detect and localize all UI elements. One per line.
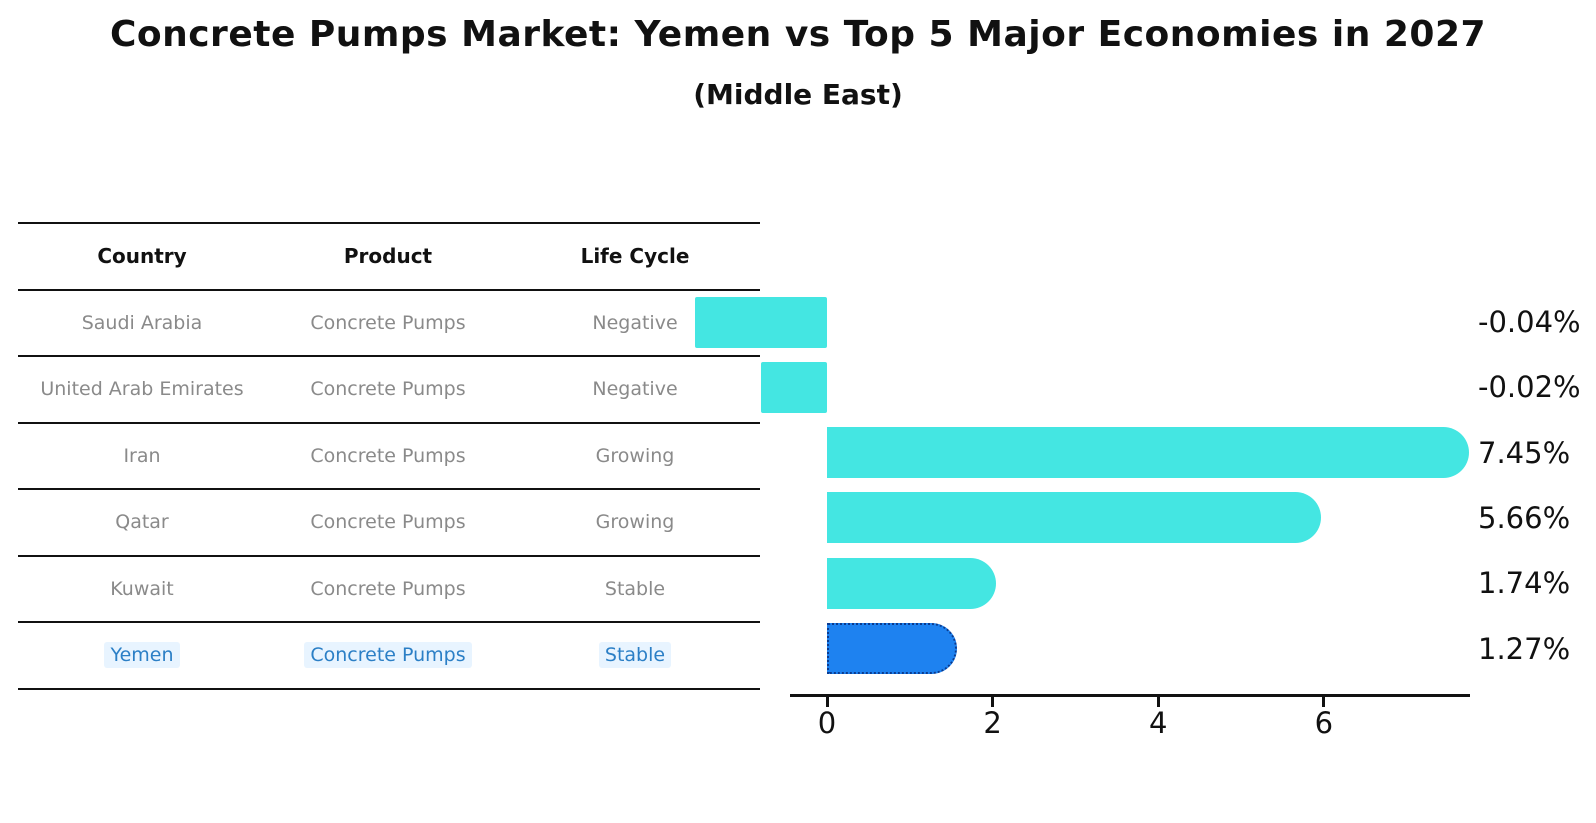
cell-country: Kuwait xyxy=(110,577,174,600)
bar-iran xyxy=(827,427,1469,479)
x-tick-label-4: 4 xyxy=(1148,706,1168,740)
cell-country: Saudi Arabia xyxy=(81,311,203,334)
cell-life-cycle: Growing xyxy=(595,444,675,467)
cell-product: Concrete Pumps xyxy=(310,511,466,534)
cell-product: Concrete Pumps xyxy=(310,577,466,600)
value-label-united-arab-emirates: -0.02% xyxy=(1478,370,1581,405)
x-tick-label-2: 2 xyxy=(983,706,1002,740)
cell-country: United Arab Emirates xyxy=(40,378,244,401)
bar-qatar xyxy=(827,492,1321,544)
bar-kuwait xyxy=(827,557,997,609)
table-row-saudi-arabia: Saudi Arabia Concrete Pumps Negative xyxy=(18,291,760,357)
x-tick-4 xyxy=(1156,697,1160,707)
cell-life-cycle: Stable xyxy=(510,642,760,669)
x-tick-0 xyxy=(825,697,829,707)
x-tick-2 xyxy=(991,697,995,707)
cell-product: Concrete Pumps xyxy=(310,311,466,334)
table-row-iran: Iran Concrete Pumps Growing xyxy=(18,424,760,490)
table-row-qatar: Qatar Concrete Pumps Growing xyxy=(18,490,760,557)
x-axis-line xyxy=(790,694,1470,697)
cell-country: Iran xyxy=(123,444,161,467)
cell-life-cycle: Negative xyxy=(592,311,678,334)
value-label-iran: 7.45% xyxy=(1478,435,1571,470)
cell-country: Yemen xyxy=(18,642,266,669)
value-label-kuwait: 1.74% xyxy=(1478,566,1571,601)
x-tick-label-6: 6 xyxy=(1314,706,1334,740)
table-row-yemen: Yemen Concrete Pumps Stable xyxy=(18,623,760,690)
x-tick-6 xyxy=(1322,697,1326,707)
cell-product: Concrete Pumps xyxy=(310,444,466,467)
table-row-united-arab-emirates: United Arab Emirates Concrete Pumps Nega… xyxy=(18,357,760,424)
country-table: Country Product Life Cycle Saudi Arabia … xyxy=(18,222,760,690)
column-header-product: Product xyxy=(343,244,433,269)
value-label-yemen: 1.27% xyxy=(1478,631,1571,666)
table-row-kuwait: Kuwait Concrete Pumps Stable xyxy=(18,557,760,623)
cell-life-cycle: Negative xyxy=(592,378,678,401)
cell-country: Qatar xyxy=(115,511,169,534)
cell-life-cycle: Stable xyxy=(604,577,666,600)
bar-yemen xyxy=(827,623,958,674)
cell-product: Concrete Pumps xyxy=(266,642,510,669)
cell-product: Concrete Pumps xyxy=(310,378,466,401)
column-header-country: Country xyxy=(97,244,187,269)
chart-title: Concrete Pumps Market: Yemen vs Top 5 Ma… xyxy=(109,14,1487,55)
cell-life-cycle: Growing xyxy=(595,511,675,534)
bar-saudi-arabia xyxy=(694,296,827,348)
bar-united-arab-emirates xyxy=(760,361,827,413)
value-label-qatar: 5.66% xyxy=(1478,500,1571,535)
value-label-saudi-arabia: -0.04% xyxy=(1478,305,1581,339)
x-tick-label-0: 0 xyxy=(817,706,837,740)
table-header-row: Country Product Life Cycle xyxy=(18,224,760,291)
column-header-life-cycle: Life Cycle xyxy=(580,244,690,269)
chart-subtitle: (Middle East) xyxy=(693,78,903,111)
